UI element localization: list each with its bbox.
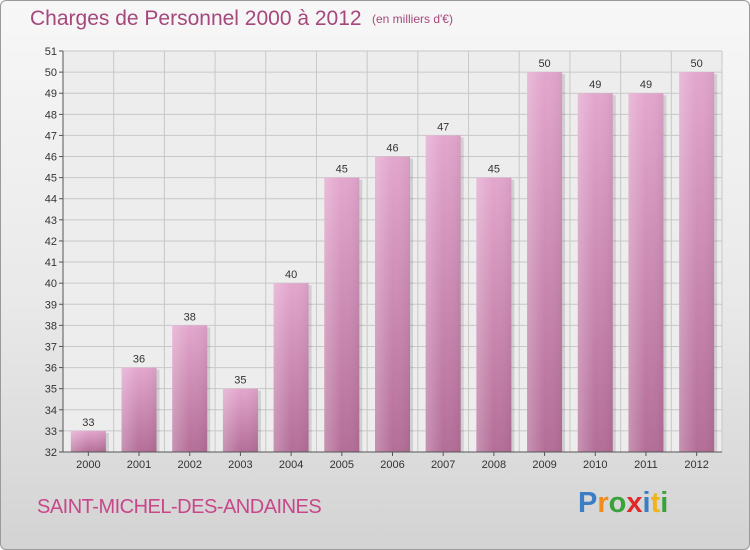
chart-title: Charges de Personnel 2000 à 2012 [30,7,362,30]
y-tick-label: 44 [45,194,57,206]
x-tick-label: 2001 [127,459,151,471]
logo-letter: i [660,487,669,519]
x-tick-label: 2004 [279,459,303,471]
data-label: 40 [285,269,297,281]
data-label: 36 [133,354,145,366]
logo-letter: x [626,487,643,519]
bar-highlight [324,177,360,452]
y-tick-label: 40 [45,278,57,290]
data-label: 35 [234,375,246,387]
bar-highlight [476,177,512,452]
bar-highlight [375,156,410,453]
x-tick-label: 2011 [634,459,658,471]
y-tick-label: 43 [45,215,57,227]
y-tick-label: 38 [45,320,57,332]
bars: 33 36 38 35 40 45 46 47 45 50 49 49 50 [70,58,718,453]
y-tick-label: 39 [45,299,57,311]
x-tick-label: 2000 [76,459,100,471]
logo-letter: r [597,487,609,519]
logo-letter: i [642,487,651,519]
y-tick-label: 46 [45,152,57,164]
bar-highlight [222,388,258,452]
bar-highlight [70,430,106,452]
bar-highlight [273,283,309,452]
proxiti-logo: Proxiti [578,487,668,520]
axes: 32 33 34 35 36 37 38 39 40 41 42 43 44 45 46 47 48 49 50 51… [45,46,722,471]
x-tick-label: 2009 [532,459,556,471]
data-label: 33 [82,417,94,429]
y-tick-label: 34 [45,405,57,417]
y-tick-label: 35 [45,384,57,396]
logo-letter: P [578,487,598,519]
data-label: 38 [184,311,196,323]
y-tick-label: 33 [45,426,57,438]
x-tick-label: 2012 [684,459,708,471]
data-label: 45 [336,164,348,176]
x-tick-label: 2003 [228,459,252,471]
chart-subtitle: (en milliers d'€) [372,12,453,26]
y-tick-label: 41 [45,257,57,269]
y-tick-label: 32 [45,447,57,459]
x-tick-label: 2008 [482,459,506,471]
x-tick-label: 2010 [583,459,607,471]
x-tick-label: 2002 [177,459,201,471]
data-label: 50 [538,58,550,70]
x-tick-label: 2006 [380,459,404,471]
y-tick-label: 47 [45,130,57,142]
commune-name: SAINT-MICHEL-DES-ANDAINES [37,496,322,518]
logo-letter: t [650,487,661,519]
y-tick-label: 50 [45,67,57,79]
x-tick-label: 2007 [431,459,455,471]
data-label: 47 [437,121,449,133]
y-tick-label: 48 [45,109,57,121]
bar-highlight [121,367,157,452]
bar-highlight [527,72,563,453]
y-tick-label: 51 [45,46,57,58]
logo-letter: o [608,487,627,519]
data-label: 49 [640,79,652,91]
x-tick-label: 2005 [330,459,354,471]
y-tick-label: 36 [45,363,57,375]
y-tick-label: 49 [45,88,57,100]
y-tick-label: 45 [45,173,57,185]
bar-highlight [679,72,715,453]
bar-highlight [425,135,461,452]
y-tick-label: 37 [45,341,57,353]
data-label: 49 [589,79,601,91]
data-label: 45 [488,164,500,176]
bar-highlight [172,325,208,452]
data-label: 46 [386,143,398,155]
bar-highlight [577,93,613,453]
y-tick-label: 42 [45,236,57,248]
bar-highlight [628,93,664,453]
data-label: 50 [691,58,703,70]
